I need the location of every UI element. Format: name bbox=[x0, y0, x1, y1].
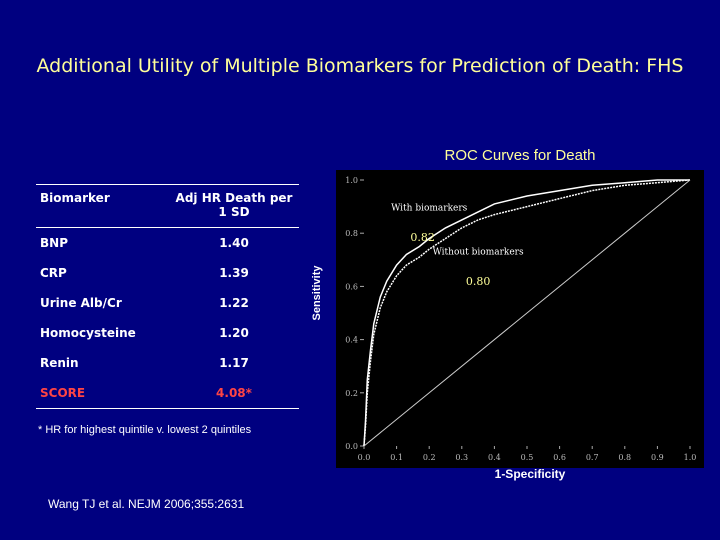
with-biomarkers-curve bbox=[363, 179, 690, 447]
header-biomarker: Biomarker bbox=[36, 184, 169, 228]
row-biomarker: Homocysteine bbox=[40, 326, 136, 340]
x-tick-label: 0.2 bbox=[423, 453, 436, 462]
row-biomarker: CRP bbox=[40, 266, 67, 280]
table-row: Homocysteine 1.20 bbox=[36, 318, 299, 348]
table-row: BNP 1.40 bbox=[36, 228, 299, 259]
x-tick-label: 0.9 bbox=[651, 453, 664, 462]
row-hr: 1.39 bbox=[219, 266, 249, 280]
y-tick-label: 0.6 bbox=[345, 282, 358, 291]
x-tick-label: 0.8 bbox=[618, 453, 631, 462]
x-axis-label: 1-Specificity bbox=[494, 467, 566, 481]
x-tick-label: 0.4 bbox=[488, 453, 501, 462]
without-biomarkers-curve bbox=[363, 179, 691, 447]
x-tick-label: 0.1 bbox=[390, 453, 403, 462]
y-tick-label: 0.0 bbox=[345, 442, 358, 451]
y-tick-label: 1.0 bbox=[345, 176, 358, 185]
slide-title: Additional Utility of Multiple Biomarker… bbox=[36, 55, 684, 77]
y-tick-label: 0.8 bbox=[345, 229, 358, 238]
x-tick-label: 0.6 bbox=[553, 453, 566, 462]
row-biomarker: BNP bbox=[40, 236, 68, 250]
label-with-biomarkers: With biomarkers bbox=[391, 204, 468, 214]
hazard-ratio-table: Biomarker Adj HR Death per 1 SD BNP 1.40… bbox=[36, 184, 299, 409]
citation: Wang TJ et al. NEJM 2006;355:2631 bbox=[48, 497, 245, 511]
y-tick-label: 0.4 bbox=[345, 336, 358, 345]
row-biomarker: SCORE bbox=[36, 378, 169, 409]
table-row-score: SCORE 4.08* bbox=[36, 378, 299, 409]
row-hr: 1.17 bbox=[219, 356, 249, 370]
table-row: Renin 1.17 bbox=[36, 348, 299, 378]
table-row: CRP 1.39 bbox=[36, 258, 299, 288]
row-hr: 4.08* bbox=[169, 378, 299, 409]
y-axis-label: Sensitivity bbox=[311, 265, 323, 321]
x-tick-label: 1.0 bbox=[684, 453, 697, 462]
x-tick-label: 0.3 bbox=[455, 453, 468, 462]
x-tick-label: 0.5 bbox=[521, 453, 534, 462]
table-header-row: Biomarker Adj HR Death per 1 SD bbox=[36, 184, 299, 228]
table-row: Urine Alb/Cr 1.22 bbox=[36, 288, 299, 318]
x-tick-label: 0.7 bbox=[586, 453, 599, 462]
y-tick-label: 0.2 bbox=[345, 389, 358, 398]
auc-label-without: 0.80 bbox=[466, 275, 491, 288]
footnote: * HR for highest quintile v. lowest 2 qu… bbox=[38, 424, 252, 436]
x-tick-label: 0.0 bbox=[358, 453, 371, 462]
roc-chart: 0.0 0.2 0.4 0.6 0.8 1.0 0.0 0.1 0.2 0.3 0.4 0.5 0.6 0… bbox=[336, 170, 704, 468]
label-without-biomarkers: Without biomarkers bbox=[433, 247, 524, 257]
chart-title: ROC Curves for Death bbox=[444, 147, 596, 164]
auc-label-with: 0.82 bbox=[410, 231, 435, 244]
row-hr: 1.20 bbox=[219, 326, 249, 340]
row-biomarker: Renin bbox=[40, 356, 79, 370]
row-hr: 1.22 bbox=[219, 296, 249, 310]
row-biomarker: Urine Alb/Cr bbox=[40, 296, 122, 310]
row-hr: 1.40 bbox=[219, 236, 249, 250]
header-adj-hr: Adj HR Death per 1 SD bbox=[169, 184, 299, 228]
diagonal-reference-line bbox=[363, 179, 691, 447]
